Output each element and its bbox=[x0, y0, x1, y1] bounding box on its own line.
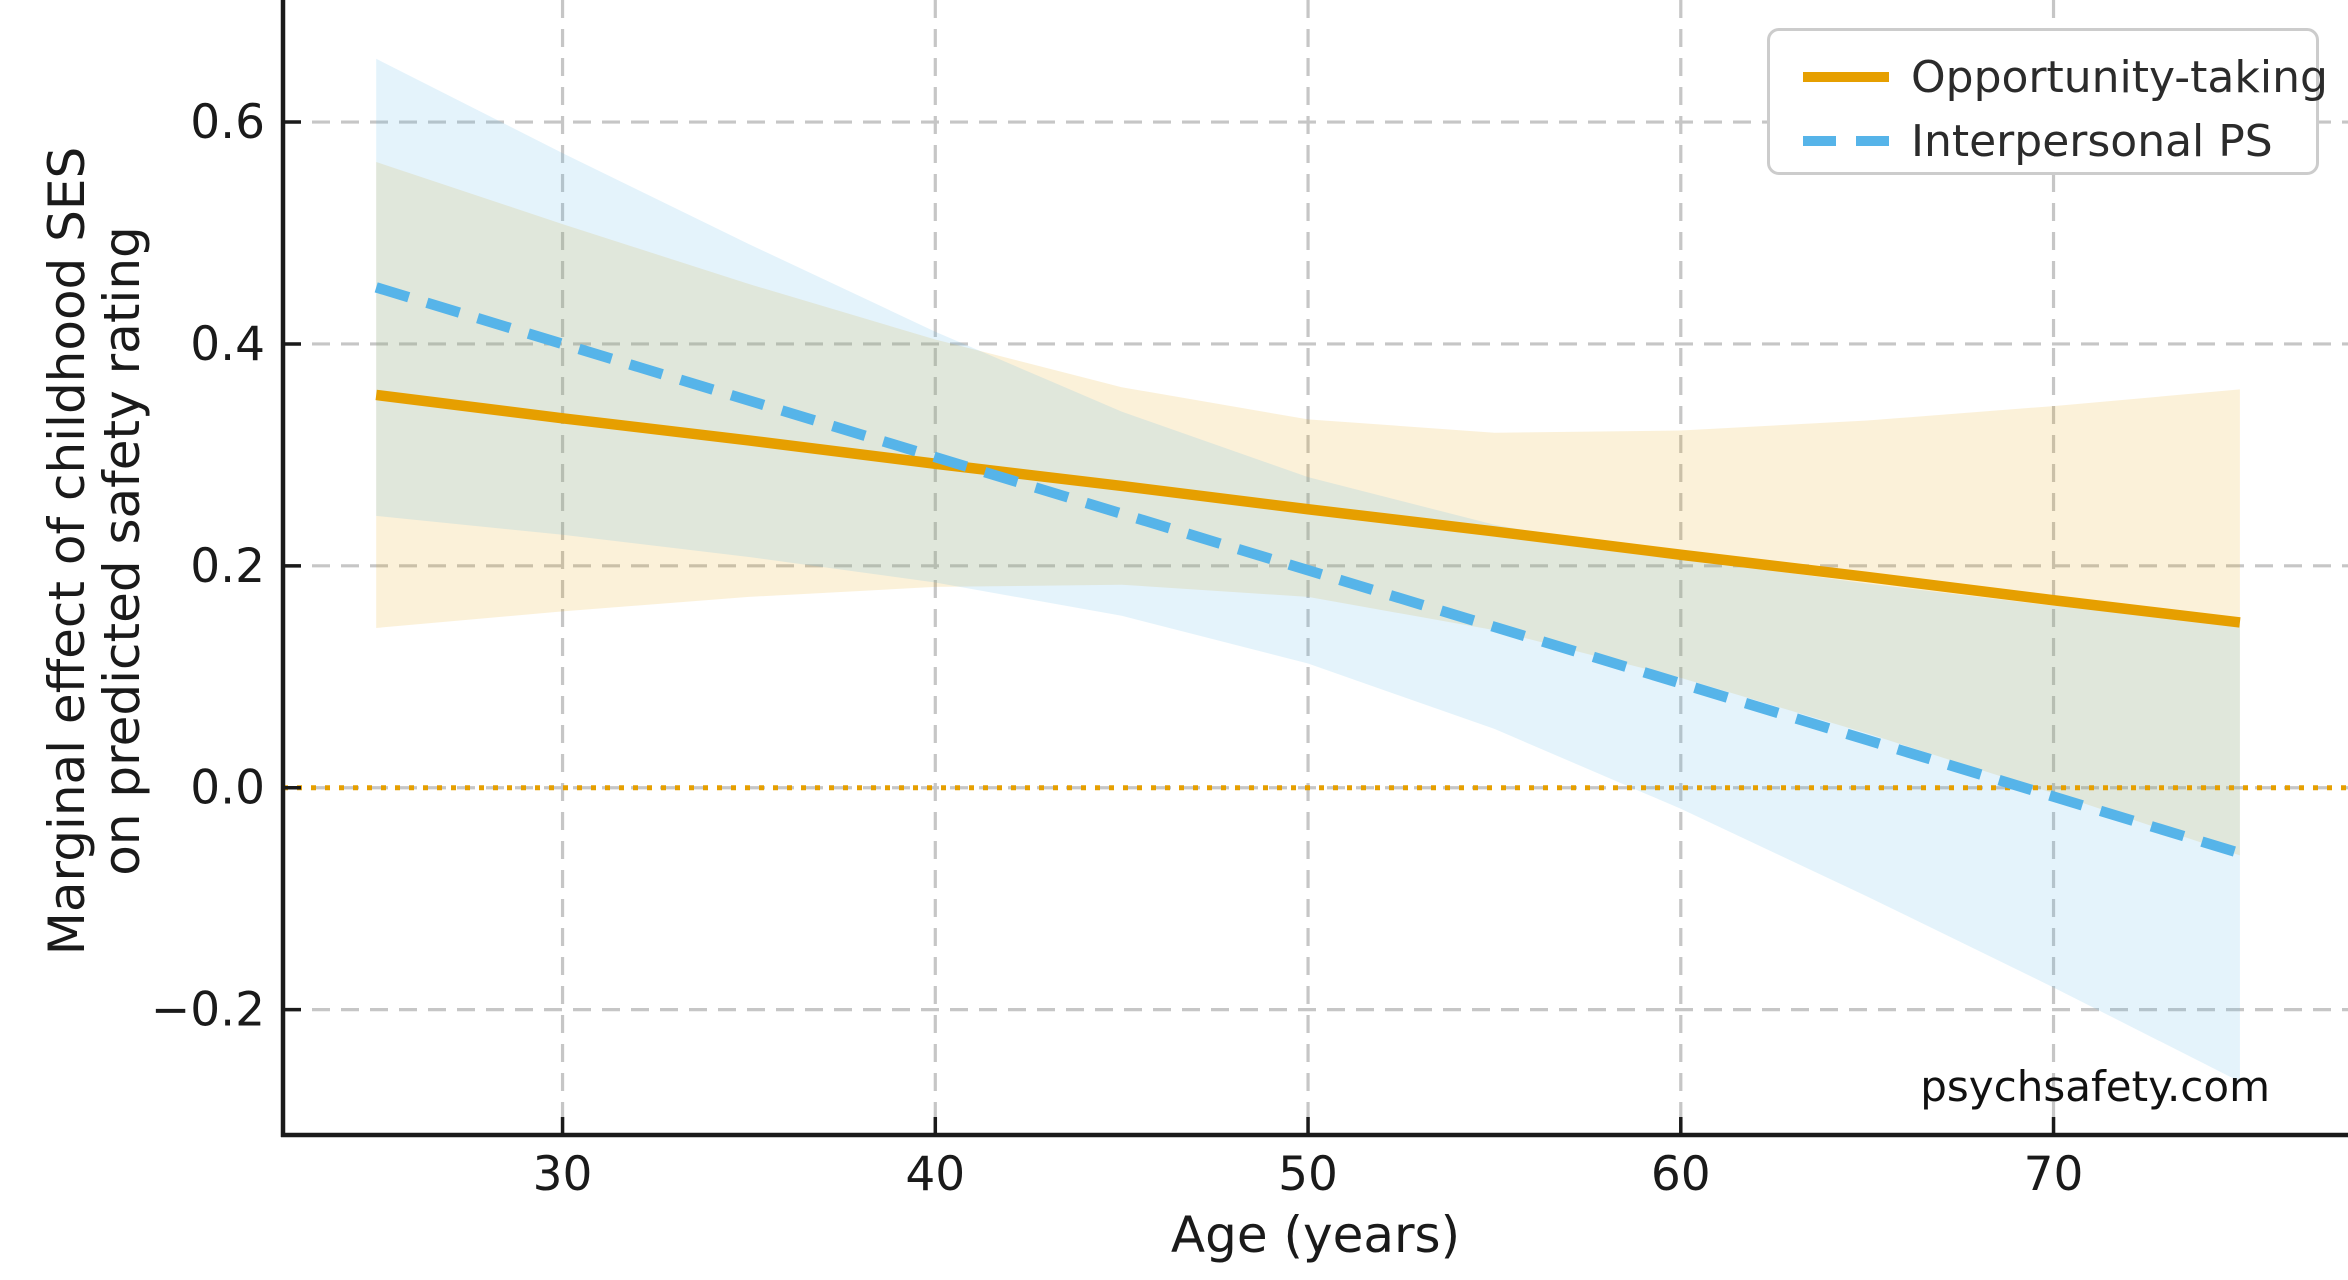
legend-item-opportunity-taking[interactable]: Opportunity-taking bbox=[1770, 45, 2328, 109]
y-tick-label--0.2: −0.2 bbox=[151, 983, 265, 1038]
x-axis-label: Age (years) bbox=[1170, 1206, 1461, 1264]
x-tick-label-70: 70 bbox=[2024, 1147, 2084, 1202]
y-tick-label-0.2: 0.2 bbox=[190, 539, 265, 594]
y-axis-label-line2: on predicted safety rating bbox=[93, 226, 151, 876]
y-tick-label-0: 0.0 bbox=[190, 761, 265, 816]
x-tick-label-40: 40 bbox=[905, 1147, 965, 1202]
y-axis-label: Marginal effect of childhood SES on pred… bbox=[38, 71, 151, 1031]
legend: Opportunity-taking Interpersonal PS bbox=[1767, 28, 2328, 175]
x-tick-label-30: 30 bbox=[533, 1147, 593, 1202]
watermark: psychsafety.com bbox=[1920, 1062, 2270, 1111]
legend-item-interpersonal-ps[interactable]: Interpersonal PS bbox=[1770, 109, 2316, 173]
series-line-interpersonal-ps bbox=[374, 282, 2242, 859]
legend-label: Interpersonal PS bbox=[1911, 115, 2273, 167]
legend-label: Opportunity-taking bbox=[1911, 51, 2328, 103]
legend-solid-line-swatch bbox=[1803, 72, 1889, 82]
series-line-opportunity-taking bbox=[375, 389, 2241, 628]
y-axis-label-line1: Marginal effect of childhood SES bbox=[38, 146, 96, 956]
y-tick-label-0.6: 0.6 bbox=[190, 95, 265, 150]
y-tick-label-0.4: 0.4 bbox=[190, 317, 265, 372]
x-tick-label-60: 60 bbox=[1651, 1147, 1711, 1202]
legend-dashed-line-swatch bbox=[1803, 136, 1889, 146]
x-tick-label-50: 50 bbox=[1278, 1147, 1338, 1202]
